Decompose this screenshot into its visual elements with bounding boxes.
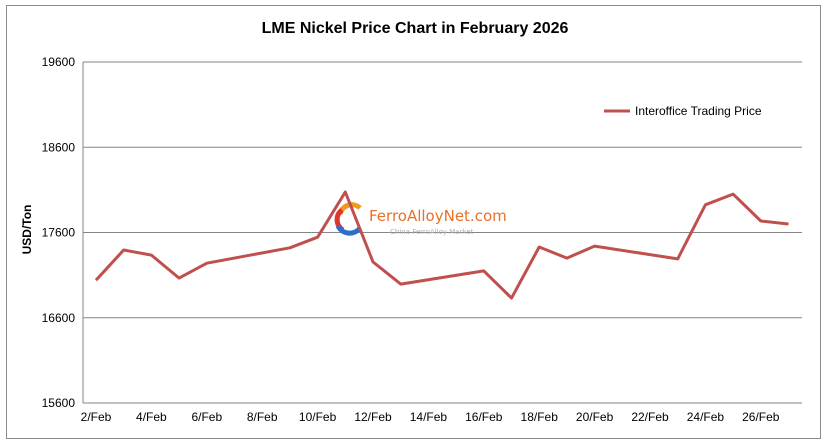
x-tick-label: 26/Feb [742, 410, 780, 424]
y-tick-label: 18600 [42, 140, 76, 154]
x-tick-label: 2/Feb [81, 410, 112, 424]
gridlines [83, 61, 802, 404]
x-tick-label: 16/Feb [465, 410, 503, 424]
x-tick-label: 8/Feb [247, 410, 278, 424]
x-tick-label: 20/Feb [576, 410, 614, 424]
chart-title: LME Nickel Price Chart in February 2026 [261, 20, 569, 37]
watermark-subtitle: China FerroAlloy Market [390, 228, 474, 236]
x-tick-label: 22/Feb [631, 410, 669, 424]
chart-frame [6, 5, 821, 439]
y-tick-label: 16600 [42, 311, 76, 325]
x-tick-label: 4/Feb [136, 410, 167, 424]
legend: Interoffice Trading Price [604, 104, 762, 118]
x-tick-label: 6/Feb [191, 410, 222, 424]
y-axis-label: USD/Ton [20, 205, 34, 255]
watermark-name: FerroAlloyNet.com [369, 207, 507, 225]
ferroalloynet-logo-icon [334, 202, 362, 236]
y-axis-ticks: 15600 16600 17600 18600 19600 [42, 55, 76, 410]
x-tick-label: 10/Feb [299, 410, 337, 424]
watermark: FerroAlloyNet.com China FerroAlloy Marke… [334, 202, 507, 236]
y-tick-label: 15600 [42, 396, 76, 410]
series-line-interoffice-trading-price [94, 190, 789, 300]
x-tick-label: 18/Feb [521, 410, 559, 424]
x-tick-label: 12/Feb [354, 410, 392, 424]
x-axis-ticks: 2/Feb 4/Feb 6/Feb 8/Feb 10/Feb 12/Feb 14/Feb 16… [81, 410, 780, 424]
legend-label: Interoffice Trading Price [635, 104, 762, 118]
y-tick-label: 19600 [42, 55, 76, 69]
x-tick-label: 24/Feb [687, 410, 725, 424]
y-tick-label: 17600 [42, 226, 76, 240]
x-tick-label: 14/Feb [410, 410, 448, 424]
